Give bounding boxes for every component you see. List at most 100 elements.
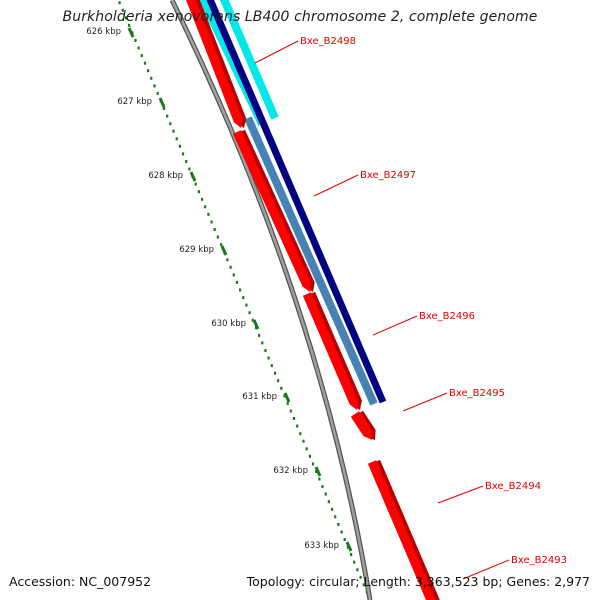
- minor-tick: [143, 61, 147, 65]
- minor-tick: [172, 129, 175, 133]
- cds-gene-bxe-b2496[interactable]: [302, 292, 358, 410]
- minor-tick: [289, 409, 292, 413]
- minor-tick: [169, 122, 172, 126]
- minor-tick: [229, 265, 232, 269]
- minor-tick: [334, 515, 337, 519]
- minor-tick: [353, 560, 356, 564]
- minor-tick: [188, 167, 191, 171]
- minor-tick: [216, 235, 219, 239]
- gene-label[interactable]: Bxe_B2493: [511, 555, 567, 566]
- orf-track-steel[interactable]: [244, 116, 378, 406]
- major-tick: [127, 27, 135, 38]
- minor-tick: [299, 432, 302, 436]
- major-tick: [314, 466, 322, 477]
- cds-gene-bxe-b2497[interactable]: [232, 130, 311, 292]
- minor-tick: [235, 280, 238, 284]
- minor-tick: [226, 258, 229, 262]
- gene-label[interactable]: Bxe_B2497: [360, 170, 416, 181]
- minor-tick: [166, 114, 169, 118]
- orf-track-cyan[interactable]: [216, 0, 279, 120]
- gene-label[interactable]: Bxe_B2496: [419, 311, 475, 322]
- minor-tick: [258, 333, 261, 337]
- minor-tick: [162, 107, 166, 110]
- gene-label[interactable]: Bxe_B2495: [449, 388, 505, 399]
- gene-label-leader: [402, 392, 448, 412]
- minor-tick: [251, 318, 254, 322]
- gene-label[interactable]: Bxe_B2494: [485, 481, 541, 492]
- minor-tick: [248, 311, 251, 315]
- major-tick: [252, 319, 260, 330]
- minor-tick: [156, 91, 159, 95]
- minor-tick: [153, 84, 156, 88]
- minor-tick: [261, 341, 264, 345]
- minor-tick: [311, 462, 315, 466]
- gene-label-leader: [372, 315, 418, 336]
- gene-label-leader: [437, 485, 484, 504]
- minor-tick: [273, 371, 277, 375]
- minor-tick: [359, 575, 362, 579]
- cds-gene-bxe-b2495[interactable]: [350, 411, 372, 440]
- minor-tick: [321, 485, 324, 489]
- minor-tick: [178, 144, 181, 148]
- minor-tick: [147, 69, 150, 73]
- minor-tick: [140, 54, 143, 58]
- genome-summary-text: Topology: circular; Length: 3,363,523 bp…: [246, 574, 590, 589]
- minor-tick: [124, 16, 128, 20]
- tick-label: 628 kbp: [148, 171, 183, 181]
- tick-label: 633 kbp: [304, 541, 339, 551]
- minor-tick: [150, 76, 153, 80]
- tick-label: 627 kbp: [117, 97, 152, 107]
- cds-gene-bxe-b2494[interactable]: [367, 460, 437, 600]
- minor-tick: [296, 424, 299, 428]
- minor-tick: [327, 500, 330, 504]
- minor-tick: [270, 364, 273, 368]
- minor-tick: [175, 137, 178, 141]
- minor-tick: [315, 470, 318, 473]
- gene-label-leader: [313, 174, 359, 197]
- minor-tick: [280, 386, 283, 390]
- minor-tick: [264, 349, 267, 352]
- major-tick: [220, 245, 228, 256]
- minor-tick: [331, 507, 334, 511]
- tick-label: 629 kbp: [179, 245, 214, 255]
- tick-label: 632 kbp: [273, 466, 308, 476]
- minor-tick: [118, 1, 121, 5]
- minor-tick: [286, 401, 289, 405]
- minor-tick: [267, 356, 270, 360]
- minor-tick: [324, 492, 327, 496]
- minor-tick: [128, 23, 131, 27]
- gene-label[interactable]: Bxe_B2498: [300, 36, 356, 47]
- tick-label: 631 kbp: [242, 392, 277, 402]
- major-tick: [283, 392, 291, 403]
- minor-tick: [340, 530, 343, 534]
- minor-tick: [308, 454, 311, 458]
- backbone: [169, 0, 373, 600]
- minor-tick: [201, 197, 204, 201]
- minor-tick: [283, 394, 286, 398]
- minor-tick: [350, 553, 353, 557]
- minor-tick: [302, 439, 305, 443]
- minor-tick: [213, 228, 216, 231]
- minor-tick: [318, 477, 321, 481]
- major-tick: [189, 171, 197, 182]
- minor-tick: [207, 212, 210, 216]
- minor-tick: [305, 447, 308, 451]
- minor-tick: [362, 583, 365, 587]
- ruler-ticks: 626 kbp 627 kbp 628 kbp 629 kbp 630 kbp 631 k…: [86, 1, 372, 600]
- minor-tick: [204, 205, 207, 209]
- minor-tick: [220, 243, 223, 247]
- minor-tick: [181, 152, 185, 156]
- minor-tick: [121, 8, 124, 12]
- cds-gene-bxe-b2498[interactable]: [183, 0, 243, 128]
- gene-labels: Bxe_B2498 Bxe_B2497 Bxe_B2496 Bxe_B2495 Bxe_…: [254, 36, 567, 580]
- minor-tick: [210, 220, 213, 224]
- major-tick: [158, 97, 166, 108]
- orf-track-navy[interactable]: [203, 0, 387, 404]
- minor-tick: [245, 303, 248, 307]
- accession-text: Accession: NC_007952: [9, 574, 152, 589]
- minor-tick: [137, 46, 140, 50]
- minor-tick: [242, 296, 245, 300]
- minor-tick: [239, 288, 242, 292]
